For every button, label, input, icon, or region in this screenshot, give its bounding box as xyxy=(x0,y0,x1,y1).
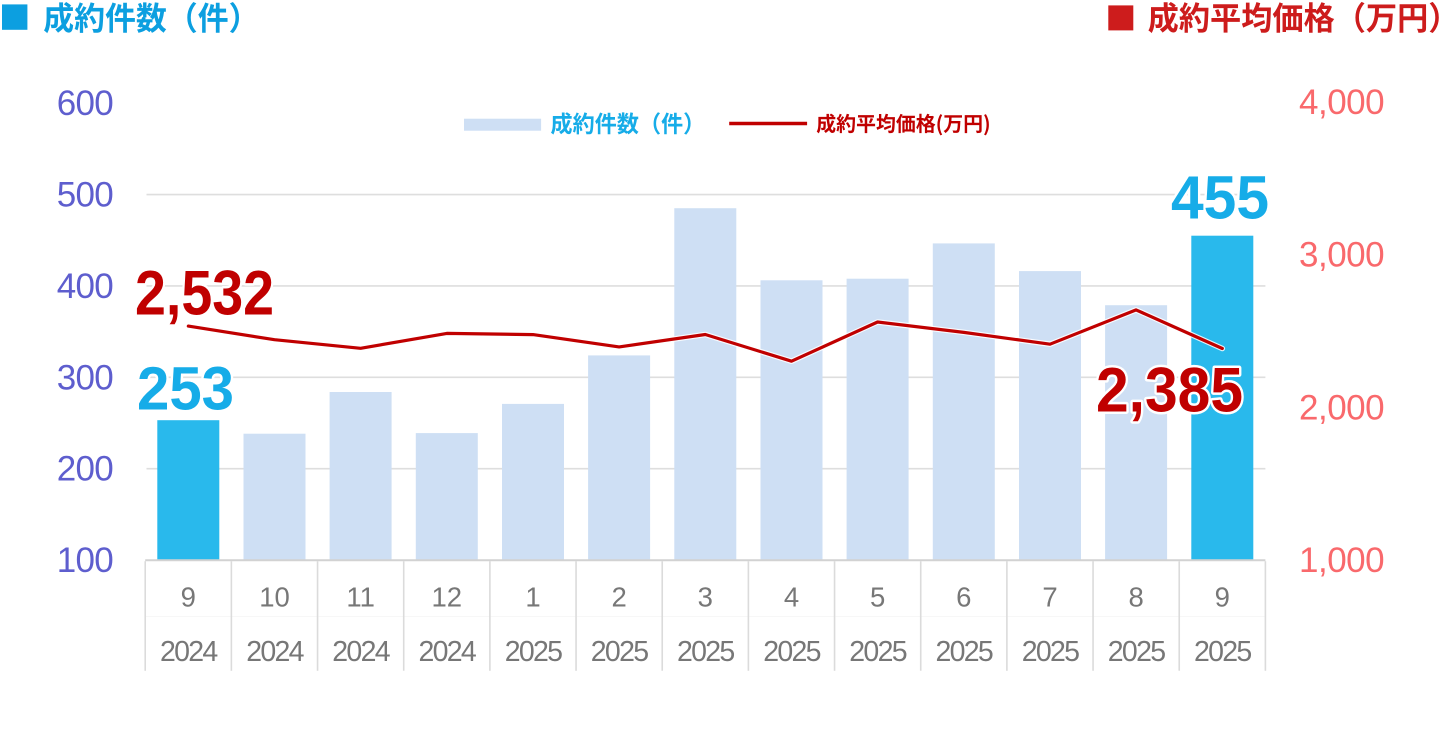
svg-text:6: 6 xyxy=(956,582,971,613)
svg-text:1: 1 xyxy=(525,582,540,613)
svg-text:100: 100 xyxy=(57,541,114,580)
svg-text:2024: 2024 xyxy=(160,636,218,668)
svg-text:2,532: 2,532 xyxy=(135,258,274,328)
svg-text:11: 11 xyxy=(346,582,375,613)
svg-text:8: 8 xyxy=(1128,582,1143,613)
svg-text:3,000: 3,000 xyxy=(1299,236,1384,275)
svg-text:2,000: 2,000 xyxy=(1299,388,1384,427)
svg-text:2024: 2024 xyxy=(418,636,476,668)
svg-text:3: 3 xyxy=(698,582,713,613)
svg-text:9: 9 xyxy=(1215,582,1230,613)
svg-text:2025: 2025 xyxy=(935,636,992,668)
svg-text:500: 500 xyxy=(57,176,114,215)
svg-text:2,385: 2,385 xyxy=(1096,356,1243,426)
svg-text:12: 12 xyxy=(432,582,463,613)
svg-text:2: 2 xyxy=(611,582,626,613)
svg-text:2025: 2025 xyxy=(677,636,734,668)
svg-text:2025: 2025 xyxy=(1108,636,1165,668)
svg-text:2024: 2024 xyxy=(246,636,304,668)
svg-text:4: 4 xyxy=(784,582,799,613)
svg-text:9: 9 xyxy=(181,582,196,613)
svg-text:200: 200 xyxy=(57,450,114,489)
svg-text:5: 5 xyxy=(870,582,885,613)
svg-text:7: 7 xyxy=(1042,582,1057,613)
svg-text:2024: 2024 xyxy=(332,636,390,668)
svg-text:4,000: 4,000 xyxy=(1299,83,1384,122)
svg-text:253: 253 xyxy=(137,354,234,423)
svg-text:455: 455 xyxy=(1171,163,1269,231)
svg-text:2025: 2025 xyxy=(849,636,906,668)
svg-text:400: 400 xyxy=(57,267,114,306)
svg-text:600: 600 xyxy=(57,84,114,123)
svg-text:1,000: 1,000 xyxy=(1299,541,1384,580)
svg-text:2025: 2025 xyxy=(591,636,648,668)
svg-text:2025: 2025 xyxy=(1194,636,1251,668)
svg-text:2025: 2025 xyxy=(1022,636,1079,668)
svg-text:2025: 2025 xyxy=(763,636,820,668)
svg-text:300: 300 xyxy=(57,358,114,397)
svg-text:10: 10 xyxy=(259,582,290,613)
svg-text:2025: 2025 xyxy=(505,636,562,668)
